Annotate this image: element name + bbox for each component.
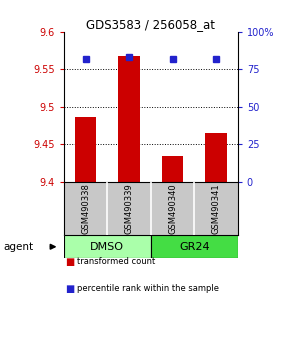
Text: GR24: GR24 (179, 242, 210, 252)
Bar (118, 56, 140, 182)
Text: DMSO: DMSO (90, 242, 124, 252)
Bar (205, 133, 227, 182)
Bar (151, 235, 238, 258)
Text: GSM490341: GSM490341 (211, 183, 221, 234)
Text: agent: agent (3, 242, 33, 252)
Text: GSM490339: GSM490339 (124, 183, 134, 234)
Text: transformed count: transformed count (77, 257, 155, 267)
Text: ■: ■ (65, 257, 75, 267)
Text: ■: ■ (65, 284, 75, 293)
Bar (75, 116, 96, 182)
Bar (64, 235, 151, 258)
Bar (162, 155, 184, 182)
Text: GSM490340: GSM490340 (168, 183, 177, 234)
Text: GSM490338: GSM490338 (81, 183, 90, 234)
Title: GDS3583 / 256058_at: GDS3583 / 256058_at (86, 18, 215, 31)
Text: percentile rank within the sample: percentile rank within the sample (77, 284, 219, 293)
